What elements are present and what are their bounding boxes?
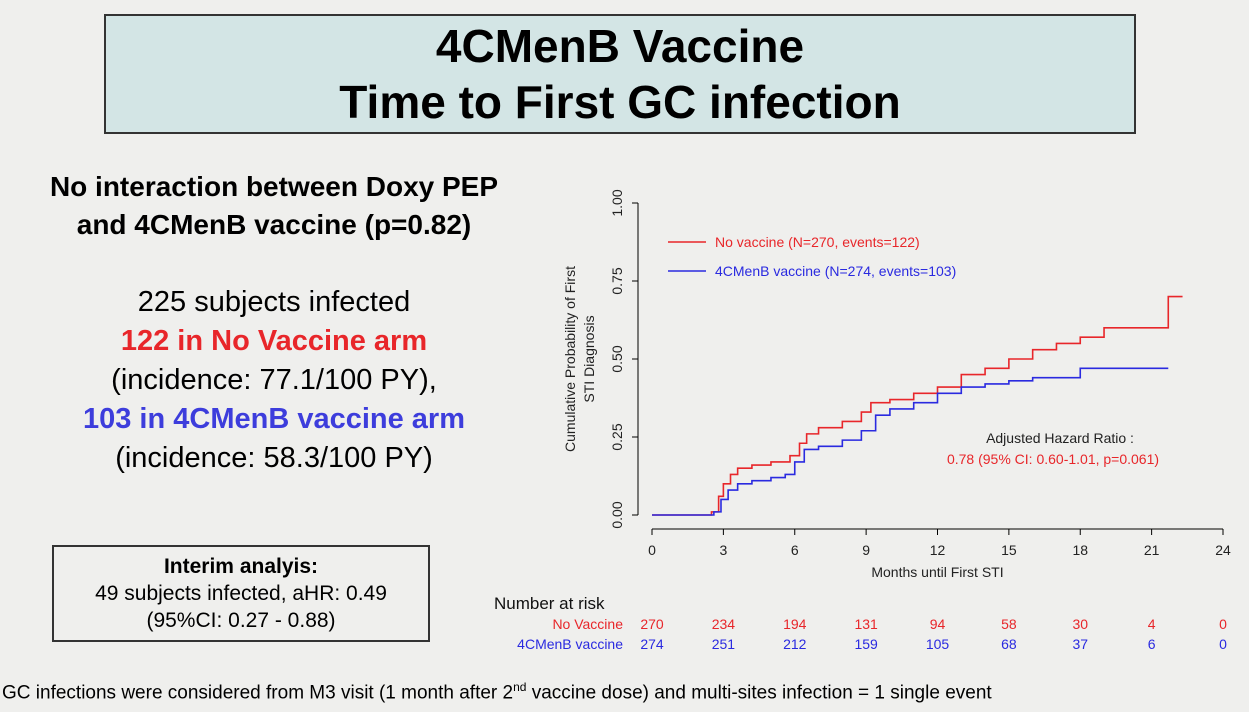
x-tick-label: 18 xyxy=(1072,542,1088,558)
km-curve-vaccine xyxy=(652,367,1169,516)
x-tick-label: 15 xyxy=(1001,542,1017,558)
legend-label: No vaccine (N=270, events=122) xyxy=(715,234,920,250)
footnote-text-a: GC infections were considered from M3 vi… xyxy=(2,682,514,704)
interim-analysis-box: Interim analyis: 49 subjects infected, a… xyxy=(52,545,430,642)
y-tick-label: 1.00 xyxy=(609,189,625,216)
risk-value: 194 xyxy=(783,616,807,632)
footnote: GC infections were considered from M3 vi… xyxy=(2,680,992,704)
x-tick-label: 0 xyxy=(648,542,656,558)
risk-value: 131 xyxy=(854,616,878,632)
vaccine-count: 103 in 4CMenB vaccine arm xyxy=(82,403,465,435)
risk-value: 270 xyxy=(640,616,664,632)
risk-value: 212 xyxy=(783,636,807,652)
risk-row-label: 4CMenB vaccine xyxy=(517,636,623,652)
title-line-2: Time to First GC infection xyxy=(339,76,901,128)
risk-value: 234 xyxy=(712,616,736,632)
risk-value: 4 xyxy=(1148,616,1156,632)
x-axis-label: Months until First STI xyxy=(871,564,1003,580)
y-tick-label: 0.00 xyxy=(609,501,625,528)
risk-value: 105 xyxy=(926,636,950,652)
interaction-statement: No interaction between Doxy PEP and 4CMe… xyxy=(0,168,548,244)
y-tick-label: 0.50 xyxy=(609,345,625,372)
risk-value: 6 xyxy=(1148,636,1156,652)
footnote-text-b: vaccine dose) and multi-sites infection … xyxy=(526,682,992,704)
risk-table-title: Number at risk xyxy=(494,594,605,613)
risk-value: 251 xyxy=(712,636,736,652)
footnote-superscript: nd xyxy=(513,680,527,694)
x-tick-label: 3 xyxy=(719,542,727,558)
hazard-ratio-label: Adjusted Hazard Ratio : xyxy=(986,430,1134,446)
no-vaccine-incidence: (incidence: 77.1/100 PY), xyxy=(111,364,437,396)
y-axis-label-line-2: STI Diagnosis xyxy=(581,315,597,402)
y-tick-label: 0.75 xyxy=(609,267,625,294)
y-tick-label: 0.25 xyxy=(609,423,625,450)
interim-line-1: 49 subjects infected, aHR: 0.49 xyxy=(95,582,387,605)
interaction-line-2: and 4CMenB vaccine (p=0.82) xyxy=(76,209,472,240)
risk-value: 0 xyxy=(1219,616,1227,632)
x-tick-label: 24 xyxy=(1215,542,1231,558)
hazard-ratio-value: 0.78 (95% CI: 0.60-1.01, p=0.061) xyxy=(947,451,1159,467)
interim-line-2: (95%CI: 0.27 - 0.88) xyxy=(146,609,336,632)
risk-value: 68 xyxy=(1001,636,1017,652)
vaccine-incidence: (incidence: 58.3/100 PY) xyxy=(115,442,433,474)
infection-stats: 225 subjects infected 122 in No Vaccine … xyxy=(0,283,548,478)
y-axis-label-line-1: Cumulative Probability of First xyxy=(562,266,578,452)
x-tick-label: 12 xyxy=(930,542,946,558)
risk-row-label: No Vaccine xyxy=(552,616,623,632)
total-infected: 225 subjects infected xyxy=(137,286,411,318)
legend-label: 4CMenB vaccine (N=274, events=103) xyxy=(715,263,956,279)
risk-value: 37 xyxy=(1072,636,1088,652)
risk-value: 159 xyxy=(854,636,878,652)
risk-value: 30 xyxy=(1072,616,1088,632)
x-tick-label: 9 xyxy=(862,542,870,558)
title-box: 4CMenB Vaccine Time to First GC infectio… xyxy=(104,14,1136,134)
km-curve-no-vaccine xyxy=(652,295,1183,516)
risk-value: 94 xyxy=(930,616,946,632)
x-tick-label: 21 xyxy=(1144,542,1160,558)
risk-value: 58 xyxy=(1001,616,1017,632)
title-line-1: 4CMenB Vaccine xyxy=(435,20,805,72)
x-tick-label: 6 xyxy=(791,542,799,558)
interim-heading: Interim analyis: xyxy=(163,555,319,578)
no-vaccine-count: 122 in No Vaccine arm xyxy=(120,325,428,357)
interaction-line-1: No interaction between Doxy PEP xyxy=(49,171,499,202)
risk-value: 274 xyxy=(640,636,664,652)
risk-value: 0 xyxy=(1219,636,1227,652)
